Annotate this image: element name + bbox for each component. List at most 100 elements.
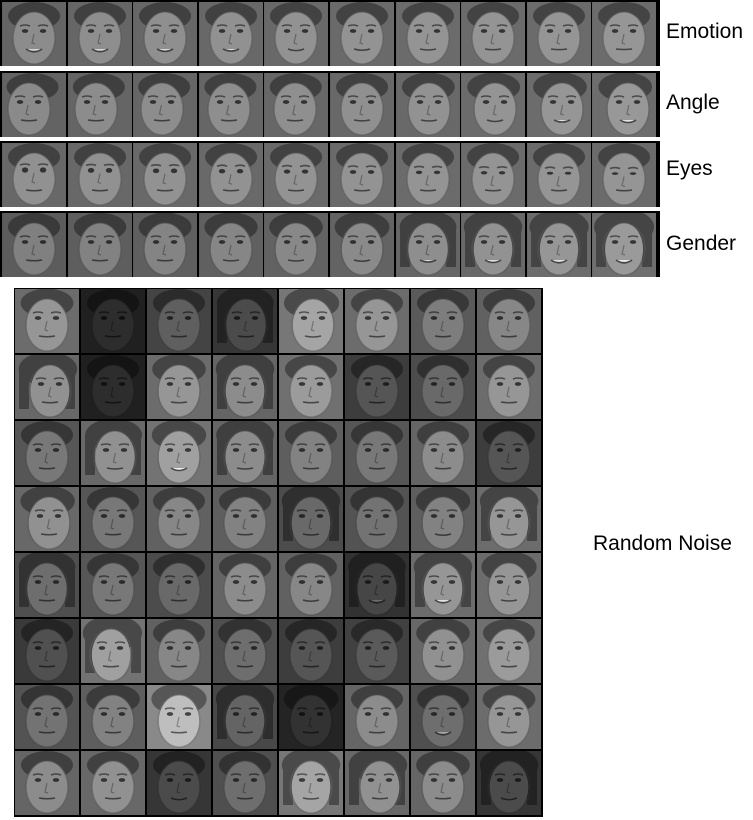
face-cell (411, 751, 475, 815)
face-cell (2, 73, 67, 137)
face-thumbnail (330, 213, 395, 277)
face-cell (15, 619, 79, 683)
face-thumbnail (345, 553, 409, 617)
face-thumbnail (264, 2, 329, 66)
face-cell (15, 487, 79, 551)
face-thumbnail (345, 421, 409, 485)
face-thumbnail (330, 143, 395, 207)
face-cell (133, 73, 198, 137)
face-thumbnail (592, 73, 657, 137)
face-cell (15, 751, 79, 815)
face-thumbnail (279, 487, 343, 551)
face-thumbnail (213, 421, 277, 485)
face-thumbnail (213, 553, 277, 617)
face-cell (198, 2, 263, 66)
face-cell (330, 73, 395, 137)
face-thumbnail (81, 685, 145, 749)
face-cell (345, 751, 409, 815)
label-eyes: Eyes (666, 157, 713, 180)
face-thumbnail (477, 421, 541, 485)
strip-emotion (0, 0, 660, 66)
face-thumbnail (279, 355, 343, 419)
face-thumbnail (477, 619, 541, 683)
face-thumbnail (330, 2, 395, 66)
face-thumbnail (15, 685, 79, 749)
face-cell (15, 421, 79, 485)
face-thumbnail (67, 143, 132, 207)
face-cell (330, 213, 395, 277)
face-thumbnail (477, 751, 541, 815)
face-thumbnail (411, 553, 475, 617)
face-thumbnail (147, 289, 211, 353)
face-thumbnail (81, 289, 145, 353)
face-thumbnail (67, 2, 132, 66)
face-cell (592, 213, 657, 277)
face-thumbnail (133, 73, 198, 137)
face-cell (345, 487, 409, 551)
face-thumbnail (133, 143, 198, 207)
face-thumbnail (345, 751, 409, 815)
face-cell (15, 553, 79, 617)
face-thumbnail (67, 73, 132, 137)
face-thumbnail (461, 2, 526, 66)
face-cell (213, 751, 277, 815)
face-thumbnail (395, 2, 460, 66)
face-cell (345, 289, 409, 353)
strip-gender (0, 211, 660, 277)
face-thumbnail (395, 213, 460, 277)
face-thumbnail (198, 73, 263, 137)
face-cell (395, 2, 460, 66)
face-thumbnail (411, 289, 475, 353)
face-cell (345, 355, 409, 419)
face-thumbnail (147, 619, 211, 683)
face-thumbnail (279, 751, 343, 815)
face-cell (411, 487, 475, 551)
face-thumbnail (15, 487, 79, 551)
face-cell (213, 553, 277, 617)
face-thumbnail (147, 553, 211, 617)
face-cell (133, 2, 198, 66)
face-cell (15, 289, 79, 353)
face-cell (592, 2, 657, 66)
face-cell (526, 2, 591, 66)
face-thumbnail (198, 143, 263, 207)
face-cell (526, 213, 591, 277)
face-cell (2, 143, 67, 207)
face-cell (477, 619, 541, 683)
face-cell (461, 213, 526, 277)
face-cell (147, 355, 211, 419)
face-cell (81, 289, 145, 353)
face-thumbnail (395, 143, 460, 207)
face-thumbnail (345, 487, 409, 551)
face-cell (2, 2, 67, 66)
face-thumbnail (81, 355, 145, 419)
face-thumbnail (411, 487, 475, 551)
strip-angle (0, 71, 660, 137)
label-random-noise: Random Noise (593, 532, 732, 555)
face-thumbnail (592, 213, 657, 277)
face-thumbnail (15, 355, 79, 419)
face-thumbnail (279, 421, 343, 485)
face-cell (477, 421, 541, 485)
face-cell (198, 73, 263, 137)
face-cell (133, 143, 198, 207)
face-cell (279, 421, 343, 485)
face-thumbnail (477, 355, 541, 419)
label-emotion: Emotion (666, 20, 744, 43)
face-thumbnail (67, 213, 132, 277)
face-cell (81, 685, 145, 749)
face-thumbnail (147, 487, 211, 551)
face-cell (147, 619, 211, 683)
face-cell (411, 685, 475, 749)
face-thumbnail (345, 685, 409, 749)
face-thumbnail (198, 213, 263, 277)
face-cell (477, 355, 541, 419)
face-thumbnail (477, 487, 541, 551)
face-cell (477, 685, 541, 749)
face-cell (264, 73, 329, 137)
face-thumbnail (81, 487, 145, 551)
face-thumbnail (461, 143, 526, 207)
face-thumbnail (461, 73, 526, 137)
face-thumbnail (15, 421, 79, 485)
face-cell (592, 143, 657, 207)
